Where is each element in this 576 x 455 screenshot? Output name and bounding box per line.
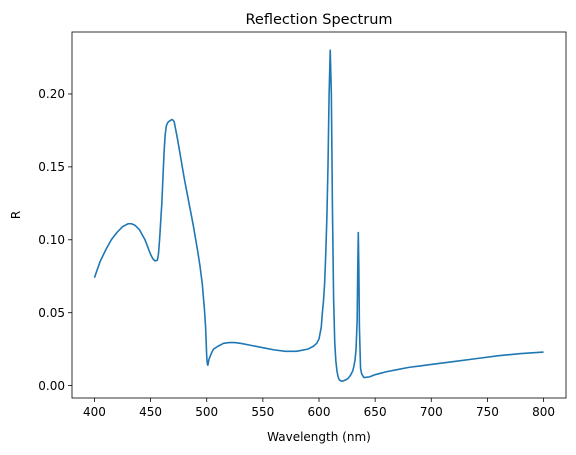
y-tick-label: 0.05 (38, 306, 65, 320)
plot-frame (71, 31, 567, 399)
y-tick-label: 0.20 (38, 87, 65, 101)
x-tick-label: 800 (532, 405, 555, 419)
x-tick-label: 650 (364, 405, 387, 419)
x-tick-label: 700 (420, 405, 443, 419)
y-axis-label: R (9, 211, 23, 219)
y-axis-ticks: 0.00 0.05 0.10 0.15 0.20 (38, 87, 72, 393)
x-axis-label: Wavelength (nm) (267, 430, 371, 444)
x-tick-label: 750 (476, 405, 499, 419)
y-tick-label: 0.10 (38, 233, 65, 247)
x-tick-label: 500 (195, 405, 218, 419)
series-line-0 (93, 49, 544, 383)
x-tick-label: 600 (308, 405, 331, 419)
y-tick-label: 0.15 (38, 160, 65, 174)
x-tick-label: 550 (251, 405, 274, 419)
x-tick-label: 450 (139, 405, 162, 419)
y-tick-label: 0.00 (38, 379, 65, 393)
chart-title: Reflection Spectrum (245, 12, 392, 28)
x-axis-ticks: 400 450 500 550 600 650 700 750 800 (83, 398, 555, 419)
x-tick-label: 400 (83, 405, 106, 419)
plot-line-layer (93, 49, 544, 383)
